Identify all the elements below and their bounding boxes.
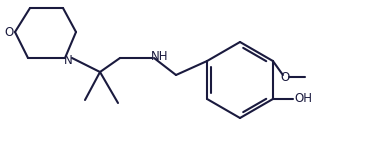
Text: N: N	[64, 53, 73, 66]
Text: NH: NH	[151, 49, 169, 62]
Text: O: O	[280, 71, 290, 84]
Text: O: O	[4, 25, 14, 38]
Text: OH: OH	[294, 93, 312, 105]
